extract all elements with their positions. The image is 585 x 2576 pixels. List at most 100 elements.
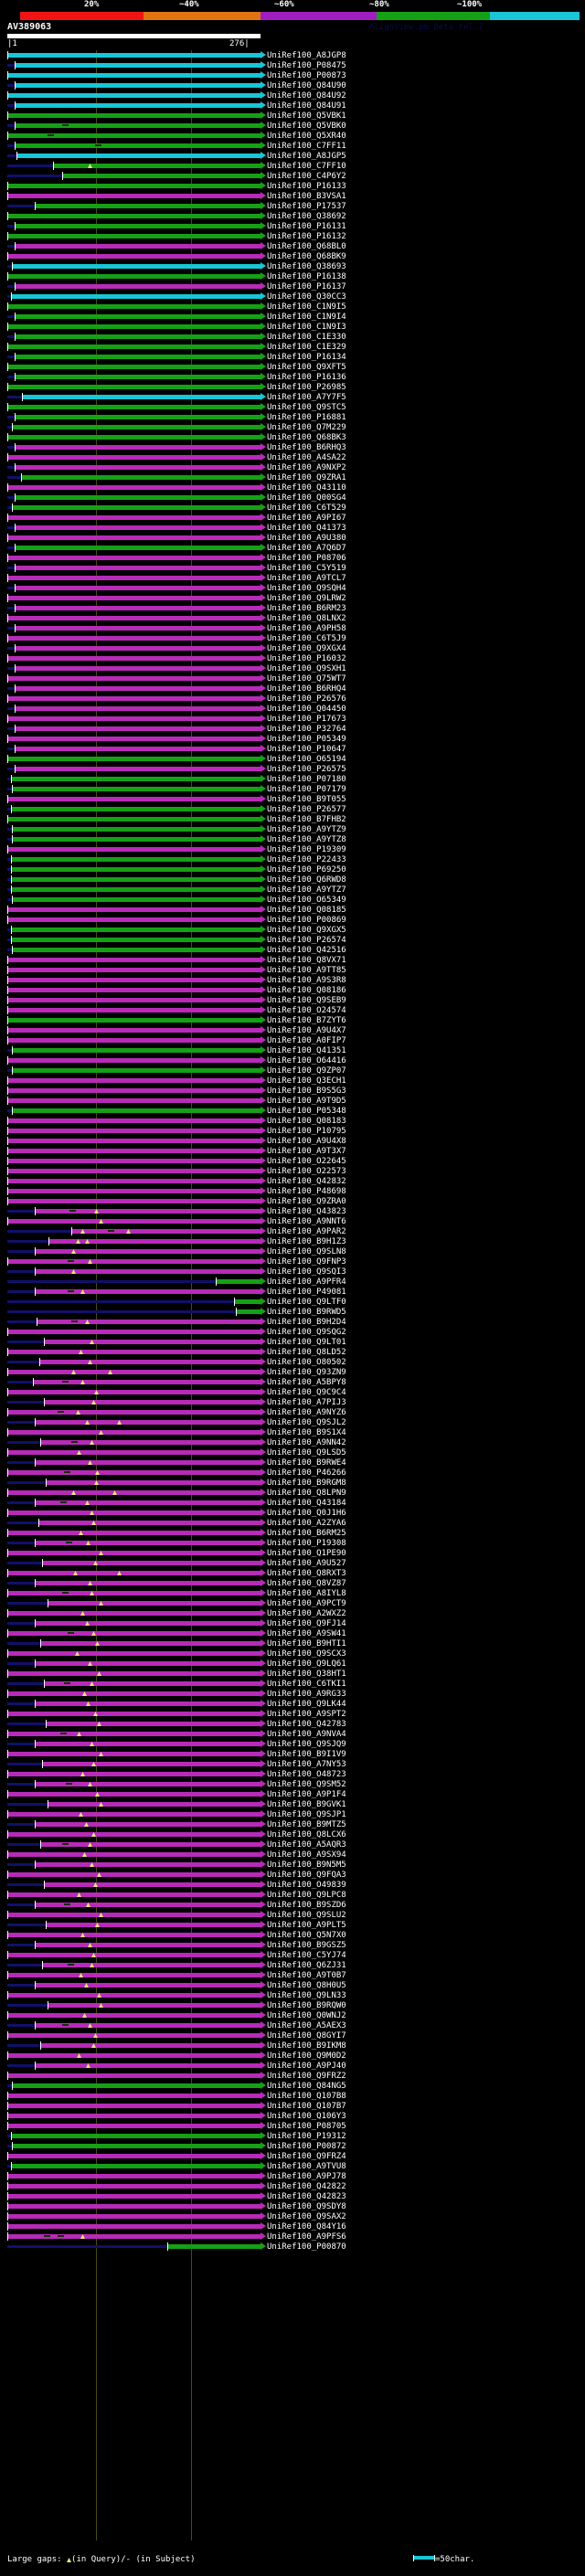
hit-label[interactable]: UniRef100_O24574	[267, 1006, 346, 1015]
hit-label[interactable]: UniRef100_Q9LT01	[267, 1338, 346, 1347]
hsp-bar[interactable]	[7, 1732, 261, 1736]
hsp-bar[interactable]	[35, 1500, 261, 1505]
hsp-bar[interactable]	[7, 1129, 261, 1133]
alignment-row[interactable]: UniRef100_A5AQR3	[0, 1839, 585, 1850]
hit-label[interactable]: UniRef100_Q8VZ87	[267, 1579, 346, 1588]
hit-label[interactable]: UniRef100_Q9SQI3	[267, 1267, 346, 1277]
hit-label[interactable]: UniRef100_A9YTZ8	[267, 835, 346, 844]
hsp-bar[interactable]	[7, 1370, 261, 1374]
hit-label[interactable]: UniRef100_Q42823	[267, 2192, 346, 2201]
alignment-row[interactable]: UniRef100_Q6ZJ31	[0, 1960, 585, 1970]
hsp-bar[interactable]	[7, 1259, 261, 1264]
alignment-row[interactable]: UniRef100_P10647	[0, 744, 585, 754]
hit-label[interactable]: UniRef100_Q9SEB9	[267, 996, 346, 1005]
alignment-row[interactable]: UniRef100_Q1PE90	[0, 1548, 585, 1558]
hit-label[interactable]: UniRef100_C6TKI1	[267, 1680, 346, 1689]
alignment-row[interactable]: UniRef100_Q84U90	[0, 80, 585, 90]
alignment-row[interactable]: UniRef100_Q8LD52	[0, 1347, 585, 1357]
hsp-bar[interactable]	[12, 897, 261, 902]
hit-label[interactable]: UniRef100_P26574	[267, 936, 346, 945]
hsp-bar[interactable]	[35, 1742, 261, 1746]
alignment-row[interactable]: UniRef100_Q9SQI3	[0, 1267, 585, 1277]
hit-label[interactable]: UniRef100_Q38693	[267, 262, 346, 271]
hsp-bar[interactable]	[11, 807, 261, 811]
hit-label[interactable]: UniRef100_P32764	[267, 725, 346, 734]
hsp-bar[interactable]	[7, 1139, 261, 1143]
hit-label[interactable]: UniRef100_A9YTZ7	[267, 885, 346, 895]
hit-label[interactable]: UniRef100_Q75WT7	[267, 674, 346, 684]
alignment-row[interactable]: UniRef100_Q9ZRA1	[0, 472, 585, 482]
alignment-row[interactable]: UniRef100_Q9FJ14	[0, 1618, 585, 1628]
hit-label[interactable]: UniRef100_A9NYZ6	[267, 1408, 346, 1417]
hsp-bar[interactable]	[7, 274, 261, 279]
alignment-row[interactable]: UniRef100_A9U4X8	[0, 1136, 585, 1146]
hit-label[interactable]: UniRef100_Q9SAX2	[267, 2212, 346, 2221]
hit-label[interactable]: UniRef100_P16132	[267, 232, 346, 241]
hit-label[interactable]: UniRef100_O65194	[267, 755, 346, 764]
hsp-bar[interactable]	[7, 2124, 261, 2128]
alignment-row[interactable]: UniRef100_Q68BL0	[0, 241, 585, 251]
hsp-bar[interactable]	[53, 164, 261, 168]
hsp-bar[interactable]	[7, 1199, 261, 1203]
alignment-row[interactable]: UniRef100_Q84U92	[0, 90, 585, 101]
hsp-bar[interactable]	[37, 1320, 261, 1324]
hsp-bar[interactable]	[7, 968, 261, 972]
hsp-bar[interactable]	[15, 244, 261, 249]
alignment-row[interactable]: UniRef100_Q9SQG2	[0, 1327, 585, 1337]
alignment-row[interactable]: UniRef100_A9U527	[0, 1558, 585, 1568]
alignment-row[interactable]: UniRef100_A9PFR4	[0, 1277, 585, 1287]
hsp-bar[interactable]	[15, 747, 261, 751]
alignment-row[interactable]: UniRef100_Q8LCX6	[0, 1829, 585, 1839]
hsp-bar[interactable]	[7, 1712, 261, 1716]
alignment-row[interactable]: UniRef100_Q93ZN9	[0, 1367, 585, 1377]
hit-label[interactable]: UniRef100_Q9C9C4	[267, 1388, 346, 1397]
hit-label[interactable]: UniRef100_Q9LTF0	[267, 1298, 346, 1307]
hit-label[interactable]: UniRef100_Q9FQA3	[267, 1871, 346, 1880]
alignment-row[interactable]: UniRef100_Q9M0D2	[0, 2051, 585, 2061]
alignment-row[interactable]: UniRef100_Q9SQH4	[0, 583, 585, 593]
hit-label[interactable]: UniRef100_Q42783	[267, 1720, 346, 1729]
hit-label[interactable]: UniRef100_P16138	[267, 272, 346, 281]
hit-label[interactable]: UniRef100_A9U4X7	[267, 1026, 346, 1035]
hsp-bar[interactable]	[7, 515, 261, 520]
alignment-row[interactable]: UniRef100_B9H1Z3	[0, 1236, 585, 1246]
hit-label[interactable]: UniRef100_A9TT85	[267, 966, 346, 975]
hsp-bar[interactable]	[7, 214, 261, 218]
hsp-bar[interactable]	[46, 1722, 261, 1726]
hit-label[interactable]: UniRef100_Q30CC3	[267, 292, 346, 302]
hit-label[interactable]: UniRef100_Q9ZRA0	[267, 1197, 346, 1206]
alignment-row[interactable]: UniRef100_Q9SLU2	[0, 1910, 585, 1920]
hsp-bar[interactable]	[40, 1842, 261, 1847]
hsp-bar[interactable]	[7, 1179, 261, 1183]
hsp-bar[interactable]	[7, 1993, 261, 1998]
alignment-row[interactable]: UniRef100_P19309	[0, 844, 585, 854]
alignment-row[interactable]: UniRef100_B9RWD5	[0, 1307, 585, 1317]
hit-label[interactable]: UniRef100_P26576	[267, 694, 346, 704]
hit-label[interactable]: UniRef100_Q9LPC8	[267, 1891, 346, 1900]
hsp-bar[interactable]	[7, 1792, 261, 1797]
hsp-bar[interactable]	[7, 958, 261, 962]
hit-label[interactable]: UniRef100_Q8GYI7	[267, 2031, 346, 2041]
hsp-bar[interactable]	[7, 1953, 261, 1957]
alignment-row[interactable]: UniRef100_P26576	[0, 694, 585, 704]
hsp-bar[interactable]	[7, 556, 261, 560]
alignment-row[interactable]: UniRef100_Q42832	[0, 1176, 585, 1186]
hsp-bar[interactable]	[48, 2003, 261, 2008]
hsp-bar[interactable]	[12, 2144, 261, 2148]
hit-label[interactable]: UniRef100_Q8H0U5	[267, 1981, 346, 1990]
alignment-row[interactable]: UniRef100_Q38692	[0, 211, 585, 221]
hsp-bar[interactable]	[7, 1531, 261, 1535]
alignment-row[interactable]: UniRef100_P19312	[0, 2131, 585, 2141]
hit-label[interactable]: UniRef100_Q9LSD5	[267, 1448, 346, 1458]
hit-label[interactable]: UniRef100_C1N9I4	[267, 313, 346, 322]
hsp-bar[interactable]	[7, 535, 261, 540]
hsp-bar[interactable]	[7, 304, 261, 309]
alignment-row[interactable]: UniRef100_A9TT85	[0, 965, 585, 975]
hit-label[interactable]: UniRef100_P69250	[267, 865, 346, 875]
hsp-bar[interactable]	[7, 53, 261, 58]
hsp-bar[interactable]	[44, 1681, 261, 1686]
hit-label[interactable]: UniRef100_Q9XFT5	[267, 363, 346, 372]
hit-label[interactable]: UniRef100_C4P6Y2	[267, 172, 346, 181]
hsp-bar[interactable]	[7, 113, 261, 118]
alignment-row[interactable]: UniRef100_C1N9I3	[0, 322, 585, 332]
